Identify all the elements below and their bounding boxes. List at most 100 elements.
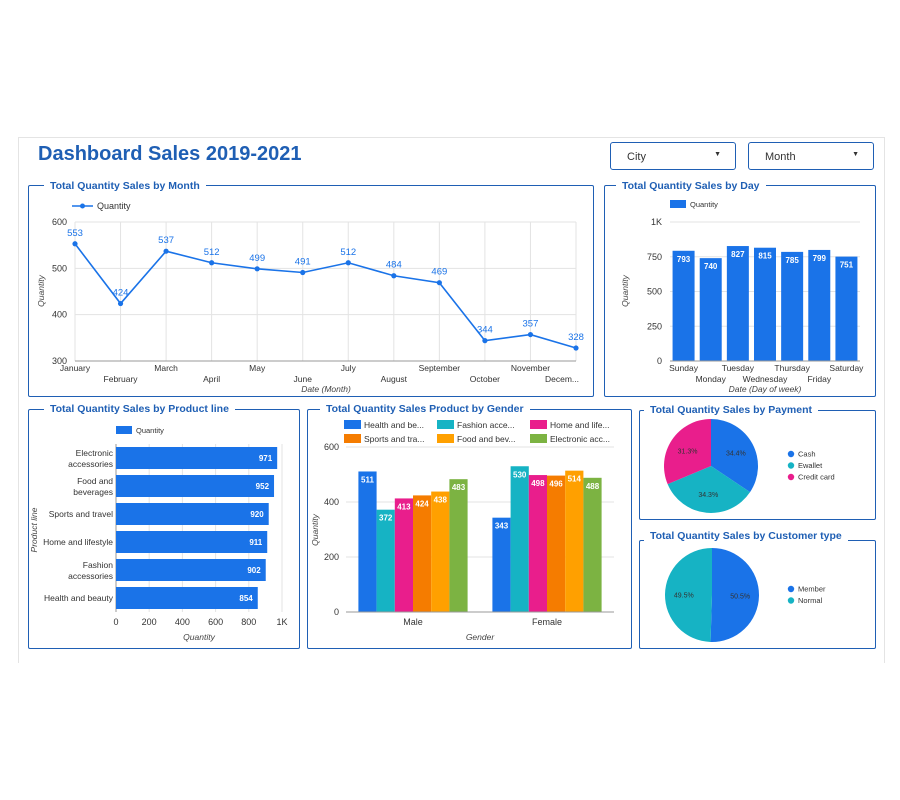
- city-filter-label: City: [627, 151, 646, 163]
- x-tick-label: Decem...: [545, 374, 579, 384]
- y-tick-label: 600: [324, 442, 339, 452]
- legend-label: Cash: [798, 450, 816, 459]
- data-label: 357: [523, 319, 539, 330]
- bar: [672, 250, 695, 361]
- x-tick-label: February: [104, 374, 139, 384]
- legend-swatch: [344, 434, 361, 443]
- legend-label: Credit card: [798, 473, 835, 482]
- bar: [699, 258, 722, 361]
- y-tick-label: 600: [52, 217, 67, 227]
- y-tick-label: 250: [647, 321, 662, 331]
- y-tick-label: Health and beauty: [44, 593, 114, 603]
- legend-swatch: [530, 420, 547, 429]
- bar: [492, 517, 511, 612]
- bar: [808, 249, 831, 361]
- pie-slice: [711, 419, 759, 493]
- legend-label: Quantity: [690, 200, 718, 209]
- y-tick-label: 200: [324, 552, 339, 562]
- bar: [431, 491, 450, 612]
- data-point: [254, 266, 260, 272]
- y-tick-label: beverages: [73, 487, 113, 497]
- x-tick-label: Tuesday: [722, 363, 755, 373]
- data-label: 424: [113, 288, 129, 299]
- pie-slice: [667, 466, 751, 513]
- data-point: [163, 248, 169, 254]
- y-tick-label: Food and: [77, 476, 113, 486]
- x-tick-label: 400: [175, 617, 190, 627]
- x-tick-label: 800: [241, 617, 256, 627]
- x-tick-label: January: [60, 363, 91, 373]
- bar-value-label: 785: [785, 256, 799, 265]
- chart-title-month: Total Quantity Sales by Month: [44, 180, 206, 192]
- bar-value-label: 343: [495, 522, 509, 531]
- bar: [510, 466, 529, 612]
- city-filter-dropdown[interactable]: City ▼: [610, 142, 736, 170]
- x-tick-label: Thursday: [774, 363, 810, 373]
- bar-value-label: 424: [415, 499, 429, 508]
- bar: [376, 509, 395, 612]
- x-tick-label: Wednesday: [743, 374, 788, 384]
- bar-value-label: 799: [813, 254, 827, 263]
- y-tick-label: Home and lifestyle: [43, 537, 113, 547]
- data-point: [436, 280, 442, 286]
- y-axis-title: Quantity: [310, 513, 320, 545]
- data-point: [573, 345, 579, 351]
- bar: [116, 475, 275, 497]
- y-tick-label: 500: [647, 287, 662, 297]
- month-filter-dropdown[interactable]: Month ▼: [748, 142, 874, 170]
- bar-value-label: 952: [256, 482, 270, 491]
- data-label: 344: [477, 325, 493, 336]
- data-label: 499: [249, 253, 265, 264]
- data-point: [527, 331, 534, 338]
- bar-value-label: 498: [531, 479, 545, 488]
- legend-marker: [80, 203, 85, 209]
- y-axis-title: Quantity: [620, 274, 630, 306]
- data-label: 512: [204, 247, 220, 258]
- bar-value-label: 511: [361, 475, 374, 484]
- y-tick-label: 400: [52, 310, 67, 320]
- data-label: 537: [158, 235, 174, 246]
- bar: [116, 447, 278, 469]
- bar-value-label: 911: [249, 538, 262, 547]
- y-axis-title: Quantity: [36, 274, 46, 306]
- bar-value-label: 496: [549, 480, 563, 489]
- page-title: Dashboard Sales 2019-2021: [38, 143, 302, 165]
- bar: [449, 479, 468, 612]
- data-label: 484: [386, 260, 402, 271]
- x-tick-label: April: [203, 374, 220, 384]
- y-tick-label: Sports and travel: [49, 509, 113, 519]
- y-tick-label: 300: [52, 356, 67, 366]
- data-label: 512: [340, 247, 356, 258]
- chevron-down-icon: ▼: [714, 151, 721, 158]
- x-tick-label: 0: [113, 617, 118, 627]
- data-point: [209, 260, 215, 266]
- legend-marker: [787, 462, 795, 469]
- x-axis-title: Gender: [466, 632, 496, 642]
- legend-swatch: [437, 420, 454, 429]
- legend-marker: [787, 473, 795, 481]
- bar-value-label: 514: [568, 475, 582, 484]
- data-label: 491: [295, 257, 311, 268]
- legend-marker: [787, 597, 795, 604]
- bar: [726, 246, 749, 361]
- bar: [394, 498, 413, 612]
- x-tick-label: 1K: [276, 617, 287, 627]
- data-point: [117, 300, 124, 307]
- y-tick-label: Electronic: [76, 448, 114, 458]
- bar-value-label: 920: [250, 510, 264, 519]
- data-point: [300, 269, 306, 276]
- legend-swatch: [530, 434, 547, 443]
- legend-label: Fashion acce...: [457, 420, 515, 430]
- bar-value-label: 902: [247, 566, 261, 575]
- legend-swatch: [670, 200, 686, 208]
- x-tick-label: June: [294, 374, 313, 384]
- data-point: [72, 241, 78, 247]
- slice-label: 50.5%: [730, 593, 750, 600]
- chart-title-productline: Total Quantity Sales by Product line: [44, 403, 235, 415]
- x-tick-label: 200: [142, 617, 157, 627]
- y-tick-label: 0: [334, 607, 339, 617]
- chart-title-day: Total Quantity Sales by Day: [616, 180, 766, 192]
